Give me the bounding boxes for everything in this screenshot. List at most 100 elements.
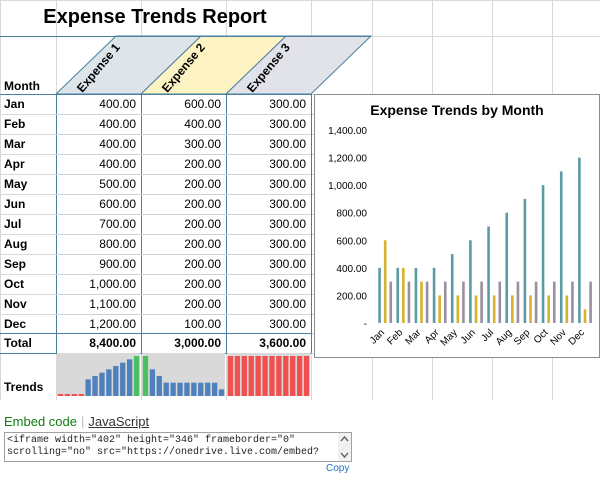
chart-title: Expense Trends by Month	[370, 102, 543, 118]
expense-1-cell: 700.00	[99, 217, 136, 231]
bar-series-1-Jun	[469, 240, 472, 323]
sparkline-bg	[57, 353, 140, 396]
bar-series-1-Aug	[505, 212, 509, 323]
x-tick-label: Sep	[512, 327, 533, 348]
bar-series-1-Nov	[559, 171, 563, 323]
y-tick-label: -	[364, 319, 367, 330]
total-expense-1: 8,400.00	[89, 336, 136, 350]
month-cell: Sep	[4, 257, 27, 271]
bar-series-3-Mar	[425, 281, 429, 323]
sparkline-bar	[262, 356, 268, 396]
expense-3-cell: 300.00	[269, 217, 306, 231]
bar-series-3-Feb	[407, 281, 411, 323]
month-cell: Mar	[4, 137, 26, 151]
bar-series-1-Oct	[541, 185, 545, 323]
month-cell: Apr	[4, 157, 25, 171]
month-header: Month	[4, 79, 40, 93]
expense-3-cell: 300.00	[269, 157, 306, 171]
month-cell: Aug	[4, 237, 28, 251]
scroll-up-icon	[340, 436, 349, 442]
x-tick-label: Nov	[548, 327, 568, 347]
sparkline-bar	[120, 362, 126, 396]
sparkline-bar	[255, 356, 261, 396]
y-tick-label: 200.00	[336, 291, 367, 302]
y-tick-label: 1,200.00	[328, 154, 367, 165]
month-cell: Feb	[4, 117, 26, 131]
expense-2-cell: 100.00	[184, 317, 221, 331]
expense-1-cell: 600.00	[99, 197, 136, 211]
expense-2-cell: 200.00	[184, 177, 221, 191]
bar-series-2-Jul	[492, 295, 496, 323]
sparkline-bar	[303, 356, 310, 396]
bar-series-2-Feb	[402, 267, 405, 323]
bar-series-1-May	[450, 254, 454, 323]
x-tick-label: Mar	[403, 327, 423, 347]
sparkline-bar	[163, 382, 169, 396]
tab-embed-code[interactable]: Embed code	[4, 414, 77, 429]
sparkline-bar	[283, 356, 289, 396]
bar-series-2-Dec	[583, 309, 587, 323]
expense-2-cell: 400.00	[184, 117, 221, 131]
expense-1-cell: 400.00	[99, 97, 136, 111]
x-tick-label: Dec	[567, 327, 587, 347]
sparkline-bar	[149, 369, 156, 396]
bar-series-2-Jun	[474, 295, 478, 323]
x-tick-label: Jun	[459, 327, 478, 346]
sparkline-bar	[276, 356, 282, 396]
x-tick-label: Aug	[494, 327, 514, 347]
expense-2-cell: 200.00	[184, 197, 221, 211]
sparkline-bar	[57, 394, 64, 396]
sparkline-bar	[234, 356, 241, 396]
expense-2-cell: 200.00	[184, 157, 221, 171]
embed-code-textarea[interactable]: <iframe width="402" height="346" framebo…	[4, 432, 352, 462]
month-cell: Dec	[4, 317, 27, 331]
expense-3-cell: 300.00	[269, 317, 306, 331]
bar-series-2-Mar	[420, 281, 423, 323]
bar-series-2-Nov	[565, 295, 569, 323]
expense-1-cell: 900.00	[99, 257, 136, 271]
sparkline-bg	[142, 353, 225, 396]
bar-series-3-Apr	[443, 281, 447, 323]
sparkline-bar	[191, 382, 197, 396]
embed-tabs: Embed code | JavaScript	[4, 414, 150, 429]
total-expense-3: 3,600.00	[259, 336, 306, 350]
month-cell: Jul	[4, 217, 22, 231]
expense-3-cell: 300.00	[269, 137, 306, 151]
tab-javascript[interactable]: JavaScript	[88, 414, 150, 429]
bar-series-3-Dec	[589, 281, 592, 323]
sparkline-bar	[227, 356, 234, 396]
y-tick-label: 1,400.00	[328, 126, 367, 137]
expense-3-cell: 300.00	[269, 177, 306, 191]
bar-series-3-May	[462, 281, 465, 323]
trends-label: Trends	[4, 380, 44, 394]
report-title: Expense Trends Report	[43, 6, 267, 28]
expense-3-cell: 300.00	[269, 197, 306, 211]
expense-3-cell: 300.00	[269, 257, 306, 271]
bar-series-2-Aug	[511, 295, 514, 323]
sparkline-bar	[290, 356, 296, 396]
expense-1-cell: 1,100.00	[89, 297, 136, 311]
x-tick-label: May	[439, 327, 460, 348]
chart-svg: Expense Trends by Month - 200.00 400.00 600…	[328, 102, 592, 348]
expense-1-cell: 1,000.00	[89, 277, 136, 291]
sparkline-bar	[198, 382, 204, 396]
sparkline-bar	[133, 356, 140, 396]
bar-series-3-Aug	[516, 281, 520, 323]
sparkline-bar	[296, 356, 303, 396]
month-cell: May	[4, 177, 28, 191]
textarea-scrollbar[interactable]	[338, 433, 351, 461]
bar-series-3-Oct	[552, 281, 556, 323]
expense-2-cell: 200.00	[184, 237, 221, 251]
month-cell: Oct	[4, 277, 25, 291]
sparkline-bar	[156, 376, 162, 396]
bar-series-3-Sep	[534, 281, 538, 323]
sparkline-bar	[170, 382, 176, 396]
expense-1-cell: 1,200.00	[89, 317, 136, 331]
sparkline-bar	[184, 382, 190, 396]
bar-series-1-Feb	[396, 267, 400, 323]
expense-trends-chart[interactable]: Expense Trends by Month - 200.00 400.00 600…	[314, 94, 600, 358]
bar-series-1-Jul	[487, 226, 490, 323]
sparkline-bar	[92, 376, 98, 396]
expense-3-cell: 300.00	[269, 117, 306, 131]
copy-button[interactable]: Copy	[326, 463, 350, 474]
